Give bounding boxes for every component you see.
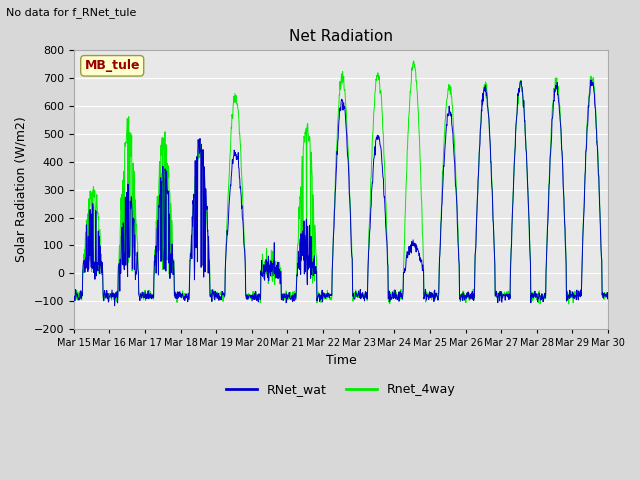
Y-axis label: Solar Radiation (W/m2): Solar Radiation (W/m2) bbox=[15, 117, 28, 263]
Text: MB_tule: MB_tule bbox=[84, 60, 140, 72]
RNet_wat bbox=[189, 198, 197, 204]
Rnet_4way bbox=[248, 296, 256, 302]
Line: Rnet_4way: Rnet_4way bbox=[74, 61, 608, 304]
Rnet_4way bbox=[494, 290, 502, 296]
Rnet_4way bbox=[410, 58, 417, 64]
Text: No data for f_RNet_tule: No data for f_RNet_tule bbox=[6, 7, 137, 18]
Legend: RNet_wat, Rnet_4way: RNet_wat, Rnet_4way bbox=[221, 378, 461, 401]
RNet_wat bbox=[587, 77, 595, 83]
RNet_wat bbox=[494, 300, 502, 305]
RNet_wat bbox=[541, 290, 548, 296]
RNet_wat bbox=[424, 292, 432, 298]
Rnet_4way bbox=[176, 294, 184, 300]
Rnet_4way bbox=[604, 297, 612, 302]
Title: Net Radiation: Net Radiation bbox=[289, 29, 393, 44]
RNet_wat bbox=[249, 292, 257, 298]
Rnet_4way bbox=[541, 296, 548, 302]
Rnet_4way bbox=[189, 216, 196, 221]
Rnet_4way bbox=[70, 299, 77, 305]
Rnet_4way bbox=[424, 291, 432, 297]
X-axis label: Time: Time bbox=[326, 354, 356, 367]
RNet_wat bbox=[176, 289, 184, 295]
RNet_wat bbox=[111, 303, 118, 309]
RNet_wat bbox=[604, 291, 612, 297]
Line: RNet_wat: RNet_wat bbox=[74, 80, 608, 306]
RNet_wat bbox=[70, 296, 77, 302]
Rnet_4way bbox=[565, 301, 573, 307]
